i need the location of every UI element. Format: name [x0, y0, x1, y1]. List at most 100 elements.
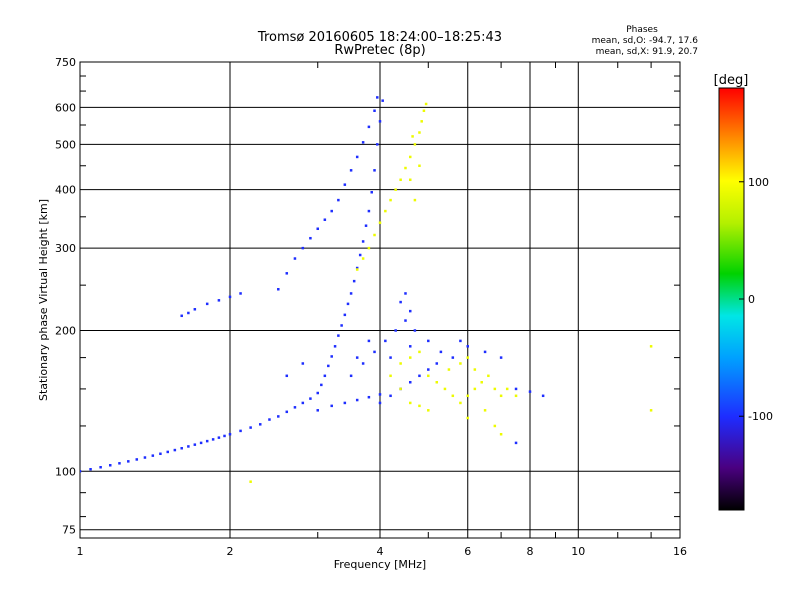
- data-point-x-mode: [408, 178, 412, 182]
- data-point-o-mode: [159, 452, 162, 456]
- data-point-o-mode: [361, 240, 365, 243]
- data-point-o-mode: [277, 415, 280, 418]
- stats-line-o: mean, sd,O: -94.7, 17.6: [592, 36, 699, 46]
- data-point-o-mode: [223, 434, 226, 438]
- data-point-x-mode: [499, 394, 503, 398]
- data-point-o-mode: [285, 374, 289, 378]
- data-point-o-mode: [413, 329, 417, 332]
- data-point-x-mode: [413, 143, 417, 146]
- data-point-x-mode: [418, 404, 421, 408]
- data-point-o-mode: [309, 236, 312, 240]
- data-point-o-mode: [367, 395, 371, 399]
- data-point-o-mode: [367, 339, 371, 343]
- data-point-x-mode: [367, 246, 371, 250]
- minor-ticks: [80, 62, 680, 538]
- data-point-o-mode: [427, 339, 430, 343]
- data-point-o-mode: [333, 345, 337, 348]
- data-point-x-mode: [378, 221, 382, 224]
- data-point-x-mode: [418, 131, 421, 134]
- data-point-x-mode: [408, 356, 412, 359]
- data-point-o-mode: [205, 439, 209, 443]
- data-point-o-mode: [466, 345, 469, 348]
- data-point-o-mode: [378, 393, 382, 396]
- data-point-o-mode: [355, 155, 359, 159]
- data-point-o-mode: [340, 324, 343, 327]
- y-tick-label: 500: [55, 138, 76, 151]
- data-point-o-mode: [187, 445, 190, 448]
- data-point-x-mode: [649, 409, 653, 412]
- data-point-o-mode: [285, 410, 289, 414]
- data-point-x-mode: [447, 368, 451, 371]
- data-point-o-mode: [301, 362, 305, 365]
- data-point-o-mode: [439, 350, 443, 354]
- data-point-o-mode: [337, 198, 340, 202]
- data-point-o-mode: [373, 350, 376, 354]
- data-point-o-mode: [514, 387, 518, 391]
- data-point-x-mode: [473, 368, 477, 371]
- data-point-o-mode: [327, 364, 330, 368]
- y-tick-label: 400: [55, 184, 76, 197]
- data-point-o-mode: [108, 464, 112, 467]
- data-point-x-mode: [466, 416, 469, 420]
- data-point-x-mode: [435, 381, 439, 384]
- data-point-x-mode: [420, 120, 423, 123]
- y-tick-label: 200: [55, 324, 76, 337]
- data-point-x-mode: [443, 387, 447, 391]
- grid-lines: [80, 62, 680, 538]
- data-point-x-mode: [424, 102, 428, 106]
- data-point-x-mode: [487, 374, 490, 378]
- x-axis-ticks: 1 2 4 6 8 10 16: [77, 545, 688, 558]
- data-point-o-mode: [277, 288, 280, 291]
- data-point-o-mode: [376, 96, 379, 99]
- data-point-o-mode: [301, 246, 305, 250]
- x-tick-label: 10: [571, 545, 585, 558]
- data-point-o-mode: [316, 391, 319, 395]
- data-point-x-mode: [404, 166, 407, 170]
- data-point-x-mode: [427, 374, 430, 378]
- data-point-x-mode: [373, 233, 376, 237]
- data-point-o-mode: [217, 436, 221, 439]
- data-point-o-mode: [408, 345, 412, 348]
- data-point-o-mode: [427, 368, 430, 371]
- data-point-o-mode: [370, 190, 373, 194]
- data-point-o-mode: [404, 292, 407, 295]
- data-point-o-mode: [118, 462, 121, 465]
- plot-area: 1 2 4 6 8 10 16 75 100 200 300 400 500 600 750: [55, 56, 687, 558]
- data-point-o-mode: [343, 313, 347, 317]
- data-point-o-mode: [316, 409, 319, 412]
- data-point-x-mode: [418, 164, 421, 168]
- data-point-x-mode: [499, 432, 503, 436]
- data-point-x-mode: [413, 198, 417, 202]
- data-points: [80, 96, 653, 483]
- data-point-o-mode: [376, 143, 379, 146]
- data-point-o-mode: [127, 460, 130, 463]
- y-axis-ticks: 75 100 200 300 400 500 600 750: [55, 56, 76, 537]
- data-point-x-mode: [649, 345, 653, 348]
- data-point-o-mode: [268, 418, 271, 421]
- data-point-x-mode: [493, 387, 497, 391]
- data-point-o-mode: [193, 308, 197, 311]
- data-point-x-mode: [399, 178, 402, 182]
- data-point-o-mode: [258, 423, 262, 426]
- colorbar-tick-label: 0: [748, 293, 755, 306]
- data-point-o-mode: [343, 183, 347, 186]
- colorbar-unit-label: [deg]: [714, 73, 749, 88]
- x-tick-label: 2: [227, 545, 234, 558]
- x-tick-label: 4: [377, 545, 384, 558]
- y-tick-label: 600: [55, 101, 76, 114]
- data-point-o-mode: [355, 266, 359, 270]
- y-tick-label: 75: [62, 524, 76, 537]
- data-point-o-mode: [309, 397, 312, 400]
- data-point-o-mode: [151, 454, 155, 457]
- data-point-o-mode: [361, 362, 365, 365]
- data-point-o-mode: [459, 339, 462, 343]
- data-point-o-mode: [361, 141, 365, 144]
- data-point-o-mode: [330, 404, 333, 408]
- data-point-o-mode: [173, 448, 177, 452]
- data-point-x-mode: [483, 409, 487, 412]
- data-point-o-mode: [166, 450, 169, 454]
- data-point-o-mode: [199, 441, 203, 445]
- data-point-o-mode: [293, 257, 297, 260]
- data-point-o-mode: [408, 381, 412, 384]
